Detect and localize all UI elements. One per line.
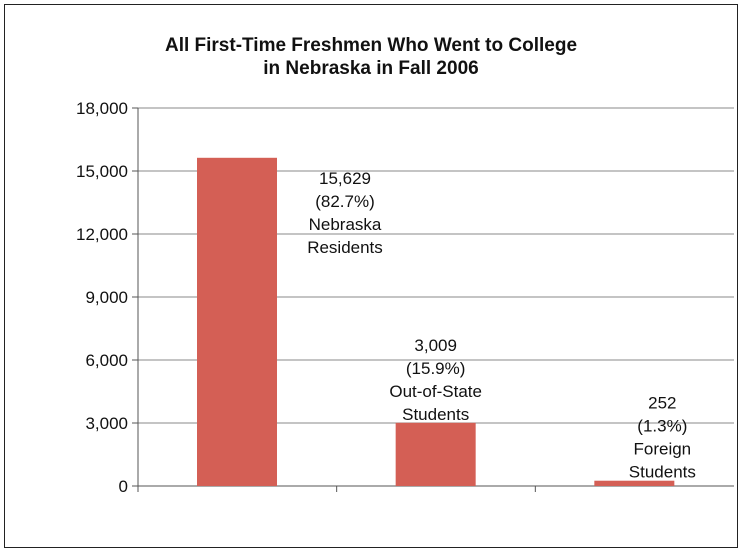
- y-tick-label-4: 12,000: [76, 225, 128, 244]
- bar-0: [197, 157, 277, 486]
- data-label-2-1: (1.3%): [637, 417, 687, 436]
- chart-frame: [4, 4, 738, 548]
- y-tick-label-0: 0: [119, 477, 128, 496]
- y-tick-label-6: 18,000: [76, 99, 128, 118]
- bar-2: [594, 480, 675, 486]
- y-tick-label-5: 15,000: [76, 162, 128, 181]
- data-label-2-3: Students: [629, 463, 696, 482]
- data-label-1-0: 3,009: [414, 336, 457, 355]
- chart-title-line-2: in Nebraska in Fall 2006: [263, 58, 479, 79]
- chart-title-line-1: All First-Time Freshmen Who Went to Coll…: [164, 35, 578, 56]
- data-label-0-1: (82.7%): [315, 192, 375, 211]
- y-tick-label-3: 9,000: [85, 288, 128, 307]
- data-label-0-3: Residents: [307, 238, 383, 257]
- data-label-1-2: Out-of-State: [389, 382, 482, 401]
- y-tick-label-2: 6,000: [85, 351, 128, 370]
- bar-1: [395, 422, 476, 486]
- data-label-1-3: Students: [402, 405, 469, 424]
- chart-title: All First-Time Freshmen Who Went to Coll…: [0, 34, 742, 80]
- data-label-0-2: Nebraska: [309, 215, 382, 234]
- data-label-0-0: 15,629: [319, 169, 371, 188]
- y-tick-label-1: 3,000: [85, 414, 128, 433]
- data-label-1-1: (15.9%): [406, 359, 466, 378]
- data-label-2-2: Foreign: [634, 440, 692, 459]
- data-label-2-0: 252: [648, 394, 676, 413]
